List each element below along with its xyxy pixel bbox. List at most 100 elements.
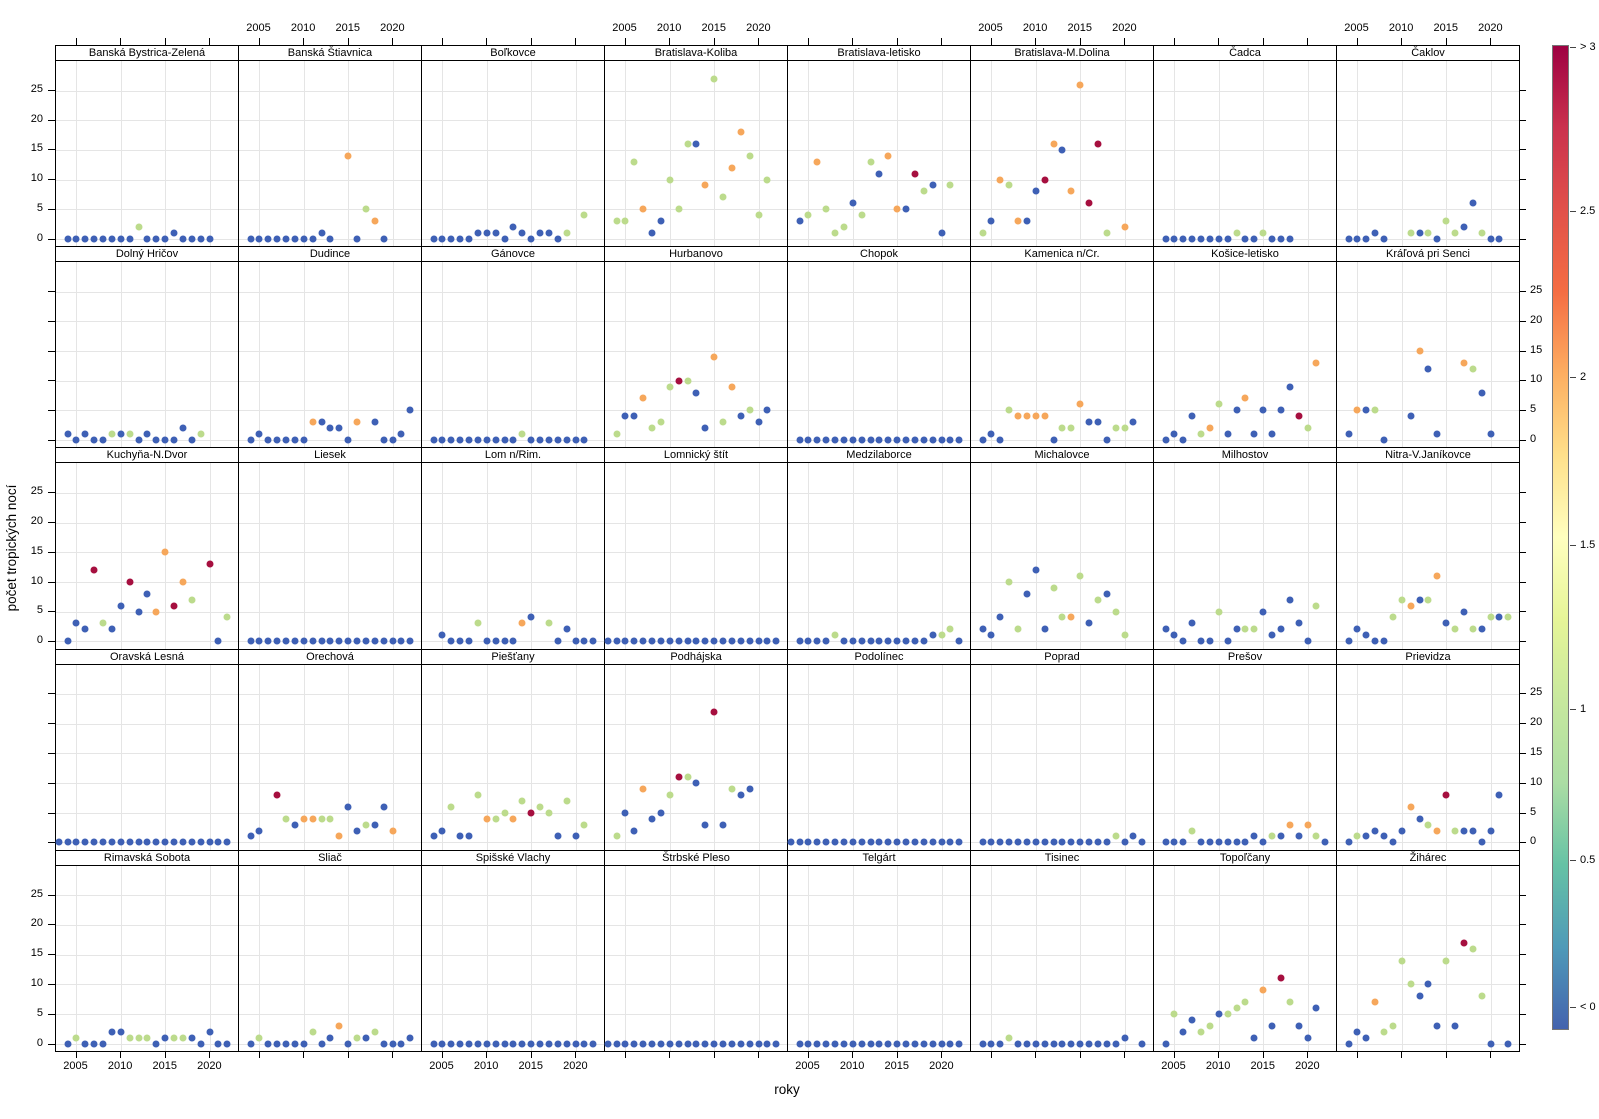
gridline-h [971, 120, 1153, 122]
y-tick-mark [1519, 842, 1526, 844]
data-point [1197, 637, 1205, 645]
panel-Banská Bystrica-Zelená: Banská Bystrica-Zelená [55, 45, 239, 248]
gridline-v [1263, 664, 1265, 850]
data-point [64, 430, 72, 438]
data-point [1424, 821, 1432, 829]
panel-plot-area [788, 61, 970, 247]
data-point [90, 566, 98, 574]
gridline-h [971, 925, 1153, 927]
data-point [492, 436, 500, 444]
gridline-h [788, 238, 970, 240]
gridline-h [239, 753, 421, 755]
y-tick-label: 5 [36, 201, 43, 214]
data-point [1504, 1040, 1512, 1048]
gridline-v [575, 463, 577, 649]
data-point [1416, 347, 1424, 355]
x-tick-mark [258, 38, 260, 45]
data-point [188, 235, 196, 243]
x-tick-mark [1262, 38, 1264, 45]
data-point [527, 235, 535, 243]
gridline-v [165, 865, 167, 1051]
y-tick-mark [1519, 410, 1526, 412]
panel-Orechová: Orechová [238, 648, 422, 851]
data-point [867, 1040, 875, 1048]
panel-strip: Podhájska [605, 649, 787, 665]
gridline-h [422, 723, 604, 725]
data-point [447, 803, 455, 811]
data-point [1032, 187, 1040, 195]
data-point [572, 1040, 580, 1048]
panel-strip: Prešov [1154, 649, 1336, 665]
gridline-v [1263, 262, 1265, 448]
data-point [1050, 436, 1058, 444]
data-point [1259, 838, 1267, 846]
data-point [563, 1040, 571, 1048]
data-point [946, 838, 954, 846]
data-point [1162, 436, 1170, 444]
panel-Podolínec: Podolínec [787, 648, 971, 851]
gridline-h [605, 753, 787, 755]
gridline-h [971, 179, 1153, 181]
y-tick-mark [48, 380, 55, 382]
gridline-v [392, 463, 394, 649]
data-point [987, 430, 995, 438]
gridline-h [56, 925, 238, 927]
gridline-h [605, 380, 787, 382]
panel-strip: Chopok [788, 247, 970, 263]
gridline-v [442, 463, 444, 649]
gridline-v [852, 463, 854, 649]
data-point [1389, 838, 1397, 846]
y-tick-label: 15 [30, 142, 43, 155]
x-tick-mark [807, 1051, 809, 1058]
panel-strip: Nitra-V.Janíkovce [1337, 448, 1519, 464]
data-point [893, 838, 901, 846]
data-point [344, 436, 352, 444]
data-point [135, 223, 143, 231]
data-point [831, 631, 839, 639]
x-tick-label: 2010 [473, 1060, 499, 1072]
y-tick-label: 25 [30, 887, 43, 900]
data-point [1162, 625, 1170, 633]
data-point [545, 619, 553, 627]
y-tick-label: 25 [30, 82, 43, 95]
data-point [929, 631, 937, 639]
x-tick-mark [1490, 38, 1492, 45]
gridline-h [605, 1013, 787, 1015]
gridline-h [422, 895, 604, 897]
data-point [206, 838, 214, 846]
data-point [492, 229, 500, 237]
data-point [684, 377, 692, 385]
gridline-h [971, 291, 1153, 293]
x-tick-mark [1307, 38, 1309, 45]
panel-strip: Čadca [1154, 46, 1336, 61]
data-point [456, 436, 464, 444]
panel-Bratislava-M.Dolina: Bratislava-M.Dolina [970, 45, 1154, 248]
data-point [362, 821, 370, 829]
data-point [108, 838, 116, 846]
y-tick-mark [1519, 119, 1526, 121]
gridline-v [1174, 664, 1176, 850]
data-point [509, 223, 517, 231]
gridline-h [971, 439, 1153, 441]
data-point [1058, 613, 1066, 621]
panel-plot-area [239, 262, 421, 448]
gridline-v [209, 865, 211, 1051]
data-point [849, 436, 857, 444]
x-tick-label: 2020 [1112, 22, 1137, 34]
panel-strip: Piešťany [422, 649, 604, 665]
y-tick-mark [48, 812, 55, 814]
data-point [197, 430, 205, 438]
data-point [1103, 229, 1111, 237]
data-point [701, 637, 709, 645]
data-point [90, 235, 98, 243]
x-tick-mark [209, 1051, 211, 1058]
x-tick-mark [164, 38, 166, 45]
data-point [831, 838, 839, 846]
panel-Prievidza: Prievidza [1336, 648, 1520, 851]
gridline-h [56, 90, 238, 92]
data-point [684, 637, 692, 645]
x-tick-mark [1035, 1051, 1037, 1058]
gridline-v [120, 664, 122, 850]
data-point [858, 637, 866, 645]
data-point [875, 170, 883, 178]
